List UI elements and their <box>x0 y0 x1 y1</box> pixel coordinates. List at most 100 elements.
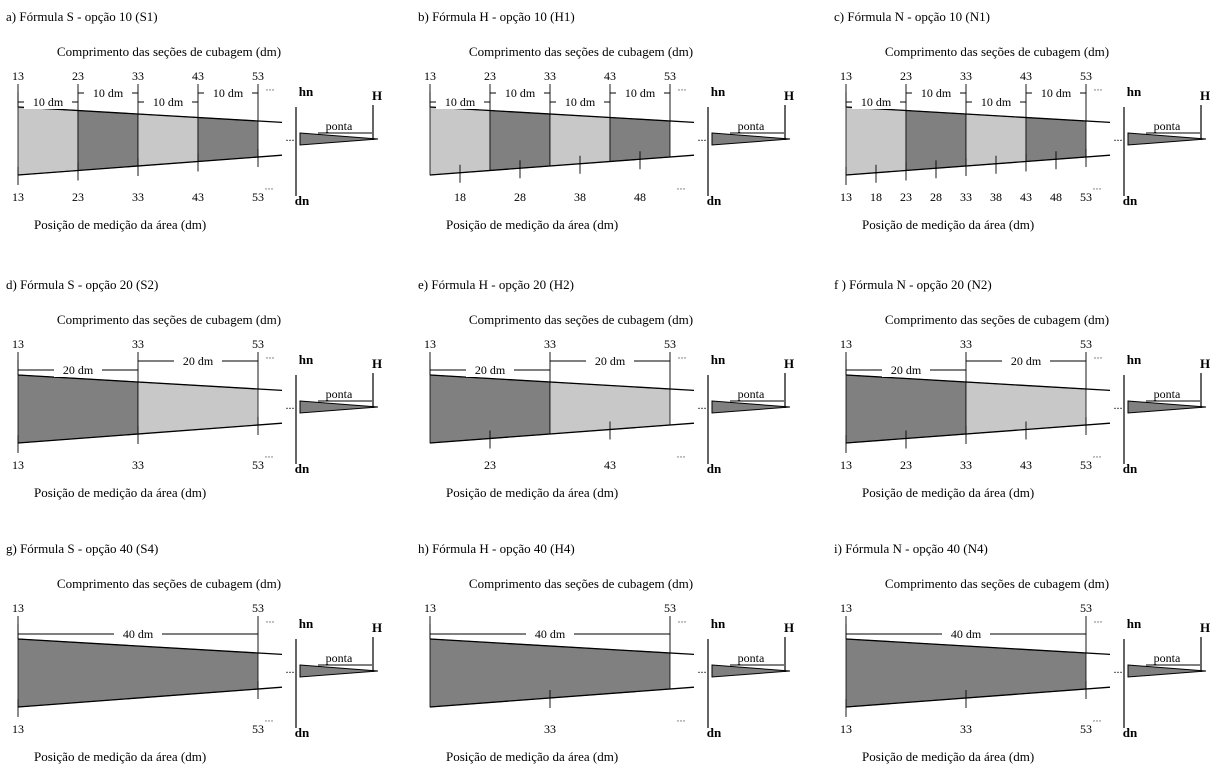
tip-cone <box>1127 664 1207 678</box>
dn-label: dn <box>295 725 310 740</box>
panel-diagram: f ) Fórmula N - opção 20 (N2) Comprimento… <box>834 277 1210 500</box>
log-lower-edge <box>17 154 283 176</box>
top-tick-label: 13 <box>424 337 436 351</box>
segment-length-label: 40 dm <box>951 627 982 641</box>
top-tick-label: 13 <box>12 337 24 351</box>
H-label: H <box>372 356 382 371</box>
panel-n1: c) Fórmula N - opção 10 (N1) Comprimento … <box>832 0 1213 250</box>
dn-label: dn <box>1123 193 1138 208</box>
log-section-dark <box>77 110 139 171</box>
bottom-position-label: 53 <box>252 458 264 472</box>
segment-label-bg <box>436 94 484 109</box>
segment-length-label: 10 dm <box>981 95 1012 109</box>
top-tick-label: 23 <box>484 69 496 83</box>
bottom-axis-caption: Posição de medição da área (dm) <box>446 485 618 500</box>
H-label: H <box>1200 356 1210 371</box>
H-label: H <box>784 356 794 371</box>
segment-label-bg <box>144 94 192 109</box>
bottom-position-label: 13 <box>12 458 24 472</box>
dots-marker: ··· <box>1093 452 1102 462</box>
segment-length-label: 20 dm <box>1011 354 1042 368</box>
segment-label-bg <box>1002 353 1050 368</box>
ponta-label: ponta <box>326 651 353 665</box>
log-upper-edge <box>429 374 695 392</box>
bottom-axis-caption: Posição de medição da área (dm) <box>862 217 1034 232</box>
ellipsis: ... <box>286 662 295 676</box>
bottom-position-label: 48 <box>1050 190 1062 204</box>
segment-label-bg <box>1032 85 1080 100</box>
log-section-light <box>17 106 79 176</box>
segment-length-label: 20 dm <box>595 354 626 368</box>
panel-h2: e) Fórmula H - opção 20 (H2) Comprimento … <box>416 268 816 518</box>
segment-label-bg <box>586 353 634 368</box>
panel-s1: a) Fórmula S - opção 10 (S1) Comprimento … <box>4 0 404 250</box>
log-upper-edge <box>429 638 695 656</box>
ponta-label: ponta <box>1154 387 1181 401</box>
tip-cone <box>299 664 379 678</box>
H-label: H <box>784 620 794 635</box>
panel-s2: d) Fórmula S - opção 20 (S2) Comprimento … <box>4 268 404 518</box>
top-axis-caption: Comprimento das seções de cubagem (dm) <box>469 576 693 591</box>
segment-label-bg <box>912 85 960 100</box>
log-upper-edge <box>845 374 1111 392</box>
segment-label-bg <box>882 362 930 377</box>
top-tick-label: 43 <box>192 69 204 83</box>
log-lower-edge <box>17 422 283 444</box>
bottom-position-label: 13 <box>840 458 852 472</box>
bottom-position-label: 38 <box>574 190 586 204</box>
panel-title: e) Fórmula H - opção 20 (H2) <box>418 277 574 292</box>
dots-marker: ··· <box>265 716 274 726</box>
panel-diagram: b) Fórmula H - opção 10 (H1) Comprimento … <box>418 9 794 232</box>
top-tick-label: 53 <box>252 69 264 83</box>
top-axis-caption: Comprimento das seções de cubagem (dm) <box>885 312 1109 327</box>
top-axis-caption: Comprimento das seções de cubagem (dm) <box>57 44 281 59</box>
bottom-position-label: 23 <box>900 458 912 472</box>
segment-length-label: 20 dm <box>183 354 214 368</box>
panel-title: f ) Fórmula N - opção 20 (N2) <box>834 277 992 292</box>
top-axis-caption: Comprimento das seções de cubagem (dm) <box>469 44 693 59</box>
ellipsis: ... <box>698 398 707 412</box>
tip-cone <box>299 132 379 146</box>
segment-label-bg <box>204 85 252 100</box>
panel-diagram: d) Fórmula S - opção 20 (S2) Comprimento … <box>6 277 382 500</box>
log-lower-edge <box>845 422 1111 444</box>
panel-h4: h) Fórmula H - opção 40 (H4) Comprimento … <box>416 532 816 782</box>
log-section-light <box>137 113 199 167</box>
segment-label-bg <box>616 85 664 100</box>
H-label: H <box>372 620 382 635</box>
top-tick-label: 13 <box>840 337 852 351</box>
bottom-position-label: 33 <box>544 722 556 736</box>
top-tick-label: 13 <box>424 69 436 83</box>
H-label: H <box>784 88 794 103</box>
bottom-position-label: 33 <box>132 458 144 472</box>
top-axis-caption: Comprimento das seções de cubagem (dm) <box>885 44 1109 59</box>
log-upper-edge <box>17 106 283 124</box>
ellipsis: ... <box>1114 130 1123 144</box>
ellipsis: ... <box>286 130 295 144</box>
dots-marker: ··· <box>266 353 275 363</box>
segment-length-label: 10 dm <box>33 95 64 109</box>
bottom-position-label: 33 <box>132 190 144 204</box>
log-lower-edge <box>429 154 695 176</box>
segment-label-bg <box>54 362 102 377</box>
dots-marker: ··· <box>677 184 686 194</box>
log-section-dark <box>17 374 139 444</box>
bottom-position-label: 33 <box>960 458 972 472</box>
panel-title: g) Fórmula S - opção 40 (S4) <box>6 541 158 556</box>
segment-length-label: 20 dm <box>475 363 506 377</box>
top-tick-label: 53 <box>252 601 264 615</box>
segment-label-bg <box>466 362 514 377</box>
log-upper-edge <box>845 106 1111 124</box>
top-axis-caption: Comprimento das seções de cubagem (dm) <box>57 312 281 327</box>
dots-marker: ··· <box>677 716 686 726</box>
log-lower-edge <box>845 686 1111 708</box>
ellipsis: ... <box>698 662 707 676</box>
segment-label-bg <box>556 94 604 109</box>
panel-title: i) Fórmula N - opção 40 (N4) <box>834 541 988 556</box>
dots-marker: ··· <box>678 85 687 95</box>
ponta-label: ponta <box>326 387 353 401</box>
top-tick-label: 33 <box>960 69 972 83</box>
top-axis-caption: Comprimento das seções de cubagem (dm) <box>57 576 281 591</box>
log-upper-edge <box>845 638 1111 656</box>
top-tick-label: 23 <box>72 69 84 83</box>
